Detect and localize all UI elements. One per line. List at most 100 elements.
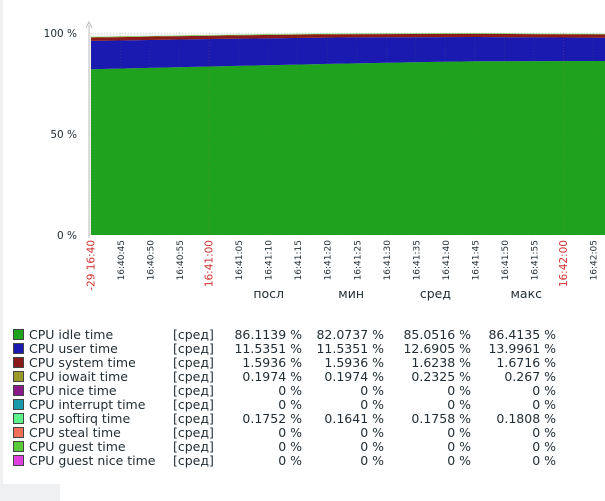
x-tick-label: 16:41:55 xyxy=(530,240,540,280)
x-tick-label: 16:42:00 xyxy=(558,240,570,287)
legend-swatch xyxy=(13,399,24,410)
legend-value-max: 0 % xyxy=(532,425,556,440)
x-tick-label: 01-29 16:40 xyxy=(86,240,98,290)
legend-value-max: 0.1808 % xyxy=(496,411,556,426)
x-tick-label: 16:41:15 xyxy=(294,240,304,280)
legend-value-last: 86.1139 % xyxy=(234,327,302,342)
legend-value-avg: 0 % xyxy=(447,453,471,468)
legend-value-last: 0 % xyxy=(278,439,302,454)
area-cpu-iowait-time xyxy=(91,33,605,38)
legend-row: CPU steal time [сред] 0 % 0 % 0 % 0 % xyxy=(3,425,603,440)
legend-function: [сред] xyxy=(173,397,214,412)
legend-series-name: CPU user time xyxy=(29,341,118,356)
x-tick-label: 16:41:40 xyxy=(442,240,452,281)
legend-series-name: CPU guest time xyxy=(29,439,126,454)
legend-value-max: 1.6716 % xyxy=(496,355,556,370)
legend-value-last: 0 % xyxy=(278,383,302,398)
legend-row: CPU guest time [сред] 0 % 0 % 0 % 0 % xyxy=(3,439,603,454)
legend-header-last: посл xyxy=(253,286,284,301)
legend-value-min: 0 % xyxy=(360,383,384,398)
legend-function: [сред] xyxy=(173,453,214,468)
area-cpu-system-time xyxy=(91,33,605,41)
legend-swatch xyxy=(13,385,24,396)
graph-panel: 100 % 50 % 0 % 01-29 16:40 16:40:45 16:40:50 1… xyxy=(3,0,605,484)
legend-row: CPU user time [сред] 11.5351 % 11.5351 % 12.… xyxy=(3,341,603,356)
legend-row: CPU softirq time [сред] 0.1752 % 0.1641 % 0.… xyxy=(3,411,603,426)
x-tick-label: 16:42:05 xyxy=(590,240,600,280)
legend-value-min: 1.5936 % xyxy=(324,355,384,370)
legend-row: CPU iowait time [сред] 0.1974 % 0.1974 % 0.2… xyxy=(3,369,603,384)
x-tick-label: 16:41:00 xyxy=(204,240,216,287)
legend-function: [сред] xyxy=(173,369,214,384)
legend-swatch xyxy=(13,413,24,424)
legend-value-min: 0 % xyxy=(360,439,384,454)
area-cpu-user-time xyxy=(91,37,605,70)
legend-series-name: CPU system time xyxy=(29,355,136,370)
legend-function: [сред] xyxy=(173,327,214,342)
legend-value-max: 13.9961 % xyxy=(488,341,556,356)
legend-value-min: 0 % xyxy=(360,453,384,468)
legend-series-name: CPU steal time xyxy=(29,425,121,440)
x-tick-label: 16:40:55 xyxy=(176,240,186,280)
legend-header-avg: сред xyxy=(419,286,451,301)
legend-function: [сред] xyxy=(173,341,214,356)
legend-value-avg: 1.6238 % xyxy=(411,355,471,370)
x-tick-label: 16:40:45 xyxy=(117,240,127,280)
legend-value-avg: 85.0516 % xyxy=(403,327,471,342)
legend-function: [сред] xyxy=(173,411,214,426)
legend-swatch xyxy=(13,455,24,466)
cpu-stacked-area-chart: 100 % 50 % 0 % 01-29 16:40 16:40:45 16:40:50 1… xyxy=(44,20,605,290)
legend-value-last: 1.5936 % xyxy=(242,355,302,370)
x-tick-label: 16:41:30 xyxy=(383,240,393,281)
legend-value-last: 0.1752 % xyxy=(242,411,302,426)
legend-series-name: CPU idle time xyxy=(29,327,114,342)
x-tick-label: 16:41:50 xyxy=(501,240,511,281)
area-cpu-idle-time xyxy=(91,61,605,235)
legend-header-max: макс xyxy=(510,286,542,301)
legend-value-min: 0 % xyxy=(360,397,384,412)
legend-value-avg: 0.1758 % xyxy=(411,411,471,426)
x-tick-label: 16:41:20 xyxy=(324,240,334,281)
legend-series-name: CPU guest nice time xyxy=(29,453,156,468)
legend-series-name: CPU iowait time xyxy=(29,369,128,384)
legend-header-min: мин xyxy=(338,286,364,301)
legend-value-avg: 12.6905 % xyxy=(403,341,471,356)
y-axis-arrow xyxy=(85,20,93,29)
legend-value-last: 0 % xyxy=(278,425,302,440)
legend-swatch xyxy=(13,329,24,340)
y-tick-label: 0 % xyxy=(57,230,77,242)
legend-value-last: 0.1974 % xyxy=(242,369,302,384)
x-tick-label: 16:41:45 xyxy=(471,240,481,280)
legend-value-last: 11.5351 % xyxy=(234,341,302,356)
legend-series-name: CPU softirq time xyxy=(29,411,131,426)
legend-swatch xyxy=(13,343,24,354)
legend-function: [сред] xyxy=(173,425,214,440)
legend-row: CPU idle time [сред] 86.1139 % 82.0737 % 85.… xyxy=(3,327,603,342)
y-tick-label: 100 % xyxy=(44,28,77,40)
x-tick-label: 16:40:50 xyxy=(147,240,157,281)
legend-swatch xyxy=(13,371,24,382)
x-tick-label: 16:41:05 xyxy=(235,240,245,280)
legend-value-min: 0.1974 % xyxy=(324,369,384,384)
legend-value-max: 0 % xyxy=(532,453,556,468)
bottom-strip xyxy=(60,484,605,501)
legend-value-avg: 0.2325 % xyxy=(411,369,471,384)
x-tick-label: 16:41:10 xyxy=(265,240,275,281)
legend-value-min: 82.0737 % xyxy=(316,327,384,342)
y-tick-label: 50 % xyxy=(50,129,77,141)
legend-value-min: 0.1641 % xyxy=(324,411,384,426)
legend-value-avg: 0 % xyxy=(447,397,471,412)
legend-value-max: 0 % xyxy=(532,439,556,454)
legend-value-max: 86.4135 % xyxy=(488,327,556,342)
legend-value-max: 0 % xyxy=(532,383,556,398)
legend-row: CPU system time [сред] 1.5936 % 1.5936 % 1.6… xyxy=(3,355,603,370)
legend-value-last: 0 % xyxy=(278,397,302,412)
legend-swatch xyxy=(13,357,24,368)
legend-function: [сред] xyxy=(173,383,214,398)
legend-swatch xyxy=(13,441,24,452)
legend-value-last: 0 % xyxy=(278,453,302,468)
legend-value-min: 11.5351 % xyxy=(316,341,384,356)
legend-row: CPU interrupt time [сред] 0 % 0 % 0 % 0 % xyxy=(3,397,603,412)
legend-value-min: 0 % xyxy=(360,425,384,440)
legend-value-avg: 0 % xyxy=(447,425,471,440)
